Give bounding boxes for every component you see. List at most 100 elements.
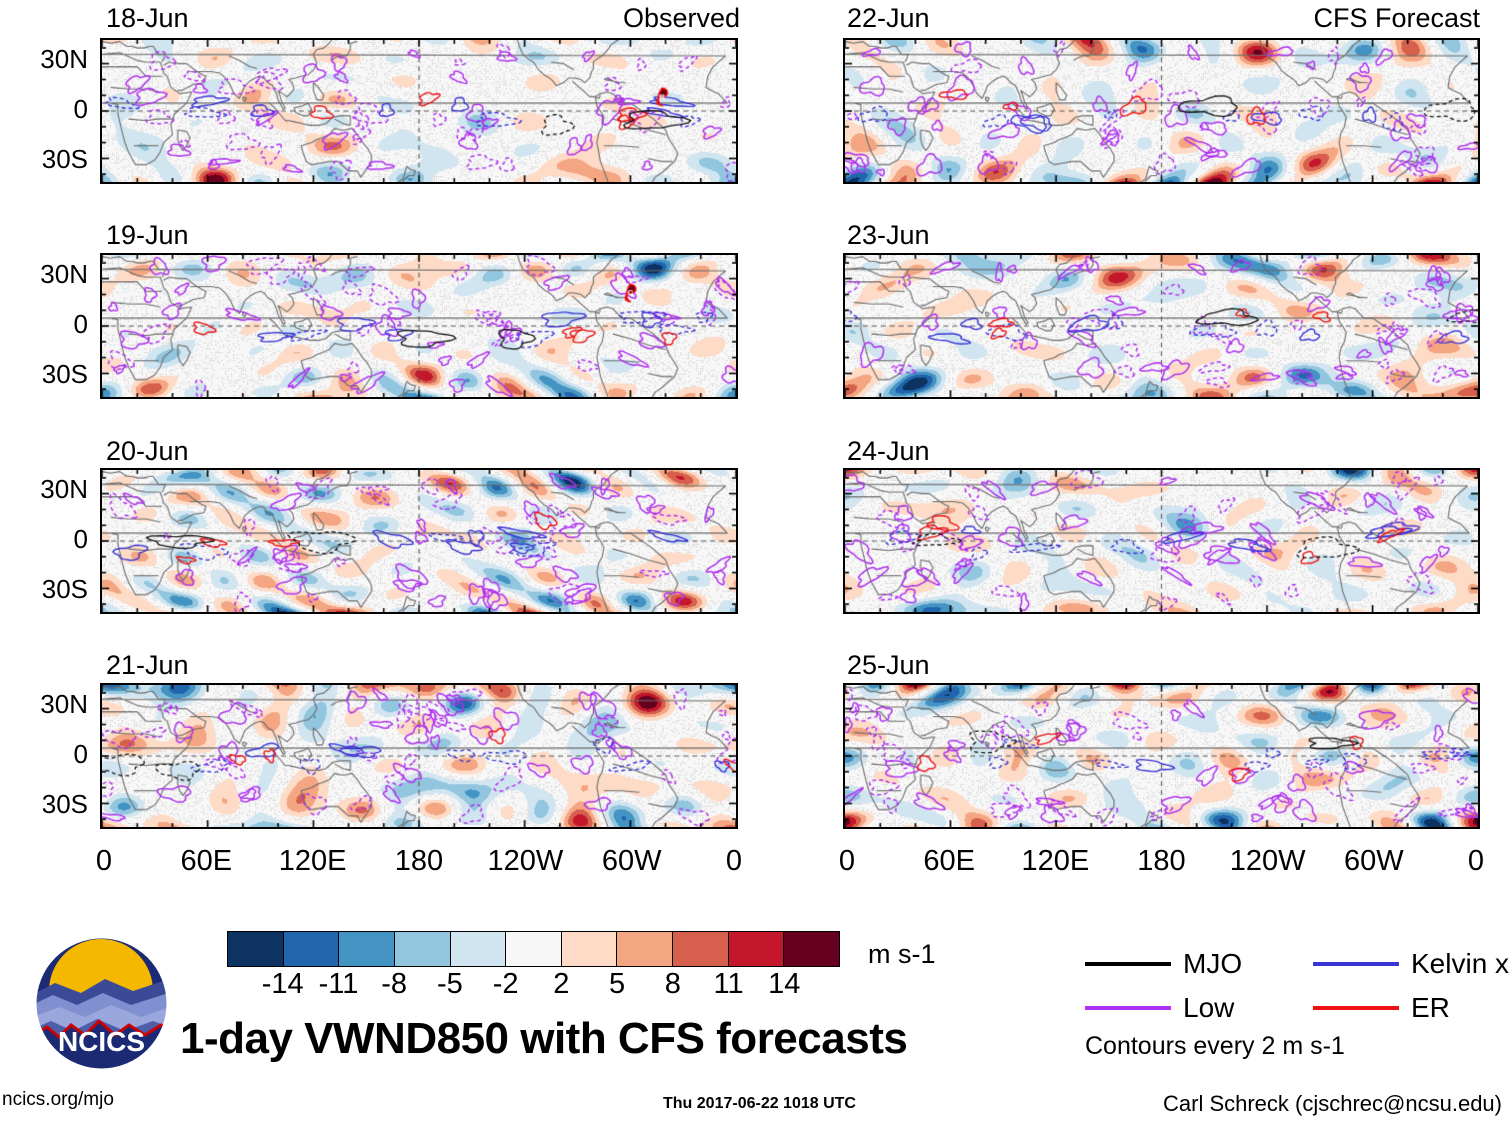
colorbar-tick-label: -5 [437,968,463,1000]
panel-date-label: 19-Jun [106,220,189,250]
colorbar-swatch-1 [283,932,340,966]
panel-observed-18-jun: 18-Jun Observed [100,5,740,185]
legend-line-low [1085,1006,1171,1010]
colorbar-tick-label: -11 [318,968,359,1000]
y-tick-label-30s: 30S [41,144,88,174]
map-raster [845,255,1478,397]
map-observed-19-jun [100,253,738,399]
contour-legend: MJO Kelvin x2 Low ER [1085,948,1510,1038]
legend-label: ER [1411,992,1450,1023]
x-axis-labels-forecast: 0 60E 120E 180 120W 60W 0 [839,845,1484,879]
legend-label: MJO [1183,948,1243,979]
panel-date-label: 25-Jun [847,650,930,680]
x-tick-label: 60W [601,845,662,877]
x-tick-label: 60E [180,845,233,877]
panel-date-label: 23-Jun [847,220,930,250]
colorbar-swatch-7 [617,932,674,966]
panel-date-label: 20-Jun [106,436,189,466]
map-raster [845,685,1478,827]
x-tick-label: 120W [1229,845,1306,877]
x-tick-label: 180 [1137,845,1186,877]
colorbar-tick-label: -2 [492,968,519,1000]
colorbar-tick-labels: -14 -11 -8 -5 -2 2 5 8 11 14 [227,969,840,999]
map-raster [845,470,1478,612]
logo-text: NCICS [58,1026,145,1057]
x-tick-label: 120W [487,845,564,877]
colorbar-swatches [227,931,840,967]
column-header-observed: Observed [622,3,740,33]
y-tick-label-30s: 30S [41,574,88,604]
y-tick-label-30s: 30S [41,789,88,819]
colorbar-swatch-4 [450,932,507,966]
panel-forecast-25-jun: 25-Jun [843,652,1480,682]
x-tick-label: 0 [838,845,856,877]
x-tick-label: 120E [278,845,347,877]
legend-label: Kelvin x2 [1411,948,1510,979]
map-forecast-25-jun [843,683,1480,829]
y-tick-label-30n: 30N [40,474,88,504]
map-raster [845,40,1478,182]
x-tick-label: 120E [1021,845,1090,877]
y-tick-label-30n: 30N [40,259,88,289]
map-observed-21-jun [100,683,738,829]
x-tick-label: 60E [923,845,975,877]
panel-date-label: 21-Jun [106,650,189,680]
panel-date-label: 18-Jun [106,3,189,33]
colorbar-tick-label: 2 [553,968,570,1000]
y-tick-label-0: 0 [73,739,88,769]
panel-forecast-22-jun: 22-Jun CFS Forecast [843,5,1480,185]
colorbar-swatch-3 [394,932,451,966]
colorbar-swatch-0 [228,932,284,966]
x-tick-label: 0 [725,845,743,877]
colorbar-swatch-10 [784,932,840,966]
colorbar-tick-label: 11 [713,968,744,1000]
y-tick-label-30n: 30N [40,44,88,74]
map-observed-18-jun [100,38,738,184]
map-raster [102,255,736,397]
map-raster [102,685,736,827]
colorbar-tick-label: -14 [261,968,304,1000]
panel-observed-20-jun: 20-Jun [100,438,740,468]
colorbar-tick-label: 14 [768,968,801,1000]
panel-observed-21-jun: 21-Jun [100,652,740,682]
x-tick-label: 180 [394,845,444,877]
x-tick-label: 0 [1467,845,1485,877]
column-header-cfs-forecast: CFS Forecast [1313,3,1480,33]
author-label: Carl Schreck (cjschrec@ncsu.edu) [1163,1091,1502,1116]
ncics-logo: NCICS [33,935,170,1072]
colorbar-swatch-2 [339,932,395,966]
y-tick-label-0: 0 [73,524,88,554]
y-tick-label-30s: 30S [41,359,88,389]
panel-forecast-23-jun: 23-Jun [843,222,1480,252]
colorbar-tick-label: -8 [381,968,408,1000]
panel-forecast-24-jun: 24-Jun [843,438,1480,468]
legend-line-mjo [1085,962,1171,966]
contour-interval-note: Contours every 2 m s-1 [1085,1032,1345,1060]
map-forecast-22-jun [843,38,1480,184]
map-forecast-24-jun [843,468,1480,614]
colorbar-swatch-5 [506,932,562,966]
colorbar-swatch-8 [673,932,729,966]
x-tick-label: 60W [1344,845,1404,877]
map-observed-20-jun [100,468,738,614]
colorbar-tick-label: 8 [664,968,681,1000]
legend-line-kelvin [1313,962,1399,966]
panel-date-label: 22-Jun [847,3,930,33]
map-raster [102,470,736,612]
x-tick-label: 0 [95,845,113,877]
legend-label: Low [1183,992,1235,1023]
y-tick-label-0: 0 [73,94,88,124]
y-tick-label-0: 0 [73,309,88,339]
site-url-label: ncics.org/mjo [2,1089,114,1110]
map-forecast-23-jun [843,253,1480,399]
chart-title: 1-day VWND850 with CFS forecasts [180,1014,908,1063]
timestamp-label: Thu 2017-06-22 1018 UTC [663,1095,856,1112]
x-axis-labels-observed: 0 60E 120E 180 120W 60W 0 [96,845,742,879]
map-raster [102,40,736,182]
colorbar-units-label: m s-1 [868,939,936,969]
panel-observed-19-jun: 19-Jun [100,222,740,252]
colorbar-tick-label: 5 [609,968,626,1000]
colorbar: -14 -11 -8 -5 -2 2 5 8 11 14 [227,931,840,999]
colorbar-swatch-6 [561,932,618,966]
y-tick-label-30n: 30N [40,689,88,719]
